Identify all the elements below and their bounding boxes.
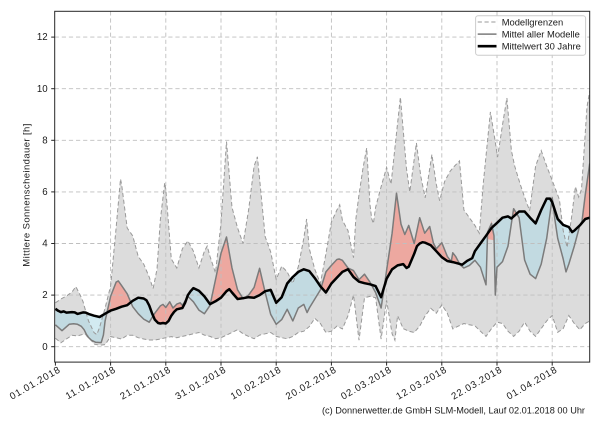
svg-text:0: 0 <box>42 342 48 353</box>
svg-text:Mittlere Sonnenscheindauer [h]: Mittlere Sonnenscheindauer [h] <box>21 123 32 267</box>
svg-text:12: 12 <box>37 32 48 43</box>
svg-text:6: 6 <box>42 187 47 198</box>
svg-text:(c) Donnerwetter.de GmbH SLM-M: (c) Donnerwetter.de GmbH SLM-Modell, Lau… <box>322 406 585 416</box>
svg-text:4: 4 <box>42 239 48 250</box>
svg-text:Mittel aller Modelle: Mittel aller Modelle <box>502 28 580 39</box>
svg-text:Mittelwert 30 Jahre: Mittelwert 30 Jahre <box>502 41 581 52</box>
svg-text:2: 2 <box>42 290 47 301</box>
svg-text:8: 8 <box>42 135 47 146</box>
svg-text:Modellgrenzen: Modellgrenzen <box>502 16 564 27</box>
svg-text:10: 10 <box>37 84 48 95</box>
